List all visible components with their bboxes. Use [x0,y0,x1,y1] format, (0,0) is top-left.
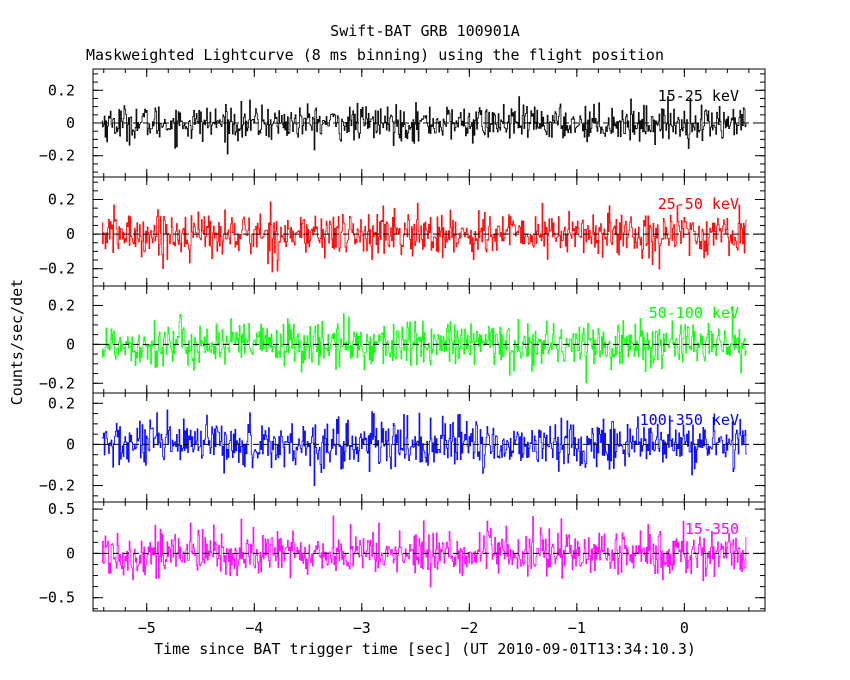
x-axis-label: Time since BAT trigger time [sec] (UT 20… [154,640,696,658]
panel-frame-5 [92,501,766,612]
chart-title: Swift-BAT GRB 100901A [330,22,520,40]
y-tick-label: −0.2 [39,147,75,165]
panel-4: −0.2 0 0.2 100-350 keV [39,392,766,503]
y-tick-label: 0 [66,544,75,562]
y-tick-label: −0.5 [39,589,75,607]
x-tick-label: −5 [138,619,156,637]
y-tick-label: 0 [66,225,75,243]
y-tick-label: −0.2 [39,260,75,278]
panel-3: −0.2 0 0.2 50-100 keV [39,285,766,394]
y-tick-label: 0 [66,114,75,132]
x-tick-label: −2 [460,619,478,637]
y-tick-label: 0.5 [48,500,75,518]
x-tick-label: 0 [680,619,689,637]
y-tick-label: 0.2 [48,394,75,412]
x-tick-label: −1 [568,619,586,637]
panel-5: −0.5 0 0.5 15-350 [39,500,766,612]
y-tick-label: 0.2 [48,81,75,99]
series-label-1: 15-25 keV [658,87,739,105]
series-label-2: 25-50 keV [658,195,739,213]
series-label-4: 100-350 keV [640,411,739,429]
x-tick-label: −3 [353,619,371,637]
x-tick-label: −4 [245,619,263,637]
series-label-5: 15-350 [685,520,739,538]
y-tick-label: 0 [66,435,75,453]
series-line-3 [101,306,747,384]
series-label-3: 50-100 keV [649,304,739,322]
y-tick-label: −0.2 [39,374,75,392]
y-axis-label: Counts/sec/det [8,279,26,405]
chart-subtitle: Maskweighted Lightcurve (8 ms binning) u… [86,46,664,64]
series-line-5 [101,515,747,588]
series-line-4 [101,409,747,487]
series-line-2 [101,201,747,273]
series-line-1 [101,96,747,155]
y-tick-label: 0.2 [48,190,75,208]
y-tick-label: 0 [66,335,75,353]
y-tick-label: −0.2 [39,477,75,495]
panels-group: −0.2 0 0.2 15-25 keV −0.2 0 0.2 25-50 keV −0.2 0 0… [39,68,766,637]
panel-1: −0.2 0 0.2 15-25 keV [39,68,766,178]
y-tick-label: 0.2 [48,296,75,314]
panel-2: −0.2 0 0.2 25-50 keV [39,176,766,287]
